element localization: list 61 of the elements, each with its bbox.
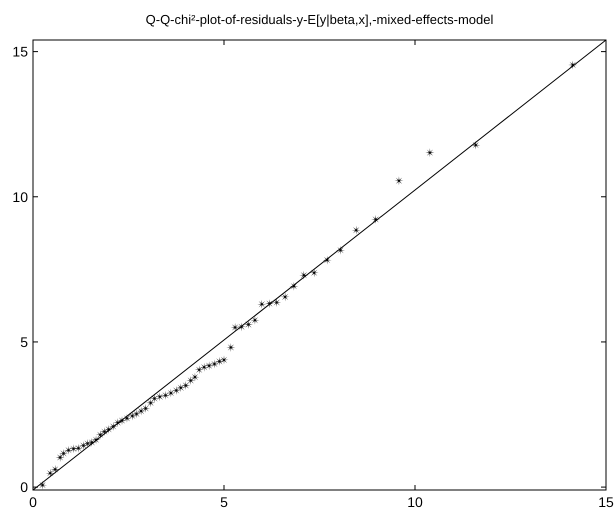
point — [394, 176, 404, 186]
point — [181, 380, 190, 390]
point — [92, 435, 101, 444]
point — [244, 320, 253, 330]
point — [190, 372, 200, 382]
chart-title: Q-Q-chi²-plot-of-residuals-y-E[y|beta,x],-mixed-effects-model — [146, 12, 494, 27]
point — [194, 365, 204, 374]
point — [146, 398, 156, 408]
x-tick-label: 10 — [407, 494, 423, 510]
point — [74, 444, 83, 453]
y-tick-label: 10 — [12, 188, 28, 205]
x-tick-label: 5 — [220, 494, 228, 510]
point — [46, 468, 55, 478]
point — [141, 404, 150, 413]
point — [250, 316, 260, 325]
point — [83, 439, 92, 448]
point — [150, 394, 159, 404]
point — [166, 388, 176, 398]
point — [59, 448, 68, 458]
point — [322, 256, 332, 265]
point — [220, 355, 228, 364]
point — [352, 226, 361, 235]
point — [371, 214, 380, 224]
y-tick-label: 0 — [20, 479, 28, 496]
point — [257, 300, 266, 309]
point — [113, 418, 122, 428]
point — [264, 299, 274, 308]
x-tick-label: 15 — [598, 494, 614, 510]
point — [122, 414, 132, 423]
point — [280, 292, 290, 302]
point — [176, 383, 186, 392]
y-tick-label: 15 — [12, 44, 28, 60]
point — [104, 424, 114, 434]
point — [64, 446, 74, 455]
point — [214, 356, 224, 366]
point — [96, 430, 105, 440]
point — [336, 246, 346, 255]
point — [155, 392, 164, 402]
point — [172, 386, 181, 395]
point — [210, 360, 219, 368]
point — [200, 362, 209, 372]
point — [226, 342, 236, 352]
point — [118, 416, 127, 426]
point — [38, 480, 48, 490]
point — [100, 427, 109, 436]
point — [299, 270, 308, 280]
point — [568, 60, 578, 70]
point — [68, 444, 78, 454]
point — [56, 452, 65, 462]
point — [237, 322, 246, 332]
point — [108, 422, 118, 431]
point — [289, 282, 298, 291]
y-tick-label: 5 — [20, 334, 28, 350]
point — [50, 464, 60, 474]
point — [204, 361, 214, 370]
point — [87, 438, 96, 447]
point — [161, 390, 170, 400]
point — [425, 148, 434, 158]
point — [186, 376, 196, 386]
point — [136, 406, 146, 416]
point — [230, 322, 240, 332]
